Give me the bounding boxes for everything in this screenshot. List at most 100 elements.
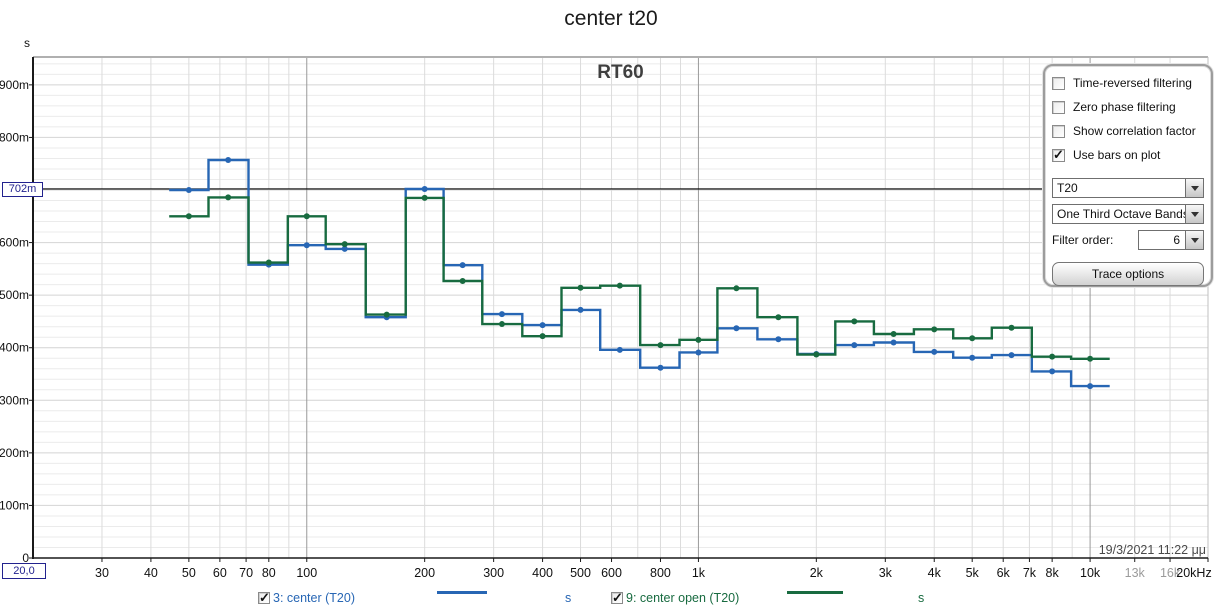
trace-center (169, 158, 1110, 388)
legend-trace-label: 9: center open (T20) (626, 591, 740, 605)
y-tick-label: 800m (0, 130, 29, 144)
trace-point (657, 364, 664, 371)
legend-checkbox-2[interactable]: ✓ (611, 590, 623, 606)
checkbox-box[interactable] (1052, 124, 1065, 138)
check-icon: ✓ (259, 590, 270, 605)
filter-order-row: Filter order: 6 (1052, 230, 1204, 250)
trace-point (577, 306, 584, 313)
x-tick-label: 500 (570, 566, 591, 580)
bands-dropdown[interactable]: One Third Octave Bands (1052, 204, 1204, 224)
trace-point (695, 349, 702, 356)
trace-point (851, 318, 858, 325)
x-tick-label: 60 (213, 566, 227, 580)
x-tick-label: 16k (1160, 566, 1181, 580)
checkbox-box[interactable]: ✓ (611, 590, 623, 605)
trace-point (851, 342, 858, 349)
trace-point (459, 262, 466, 269)
trace-point (657, 342, 664, 349)
trace-center-open (169, 196, 1110, 360)
x-tick-label: 20kHz (1176, 566, 1211, 580)
trace-point (498, 311, 505, 318)
trace-point (421, 185, 428, 192)
x-tick-label: 800 (650, 566, 671, 580)
trace-point (421, 194, 428, 201)
checkbox-label: Show correlation factor (1073, 124, 1196, 138)
trace-point (225, 157, 232, 164)
checkbox-box[interactable]: ✓ (1052, 146, 1065, 162)
trace-point (383, 311, 390, 318)
dropdown-button[interactable] (1185, 179, 1203, 197)
filter-order-label: Filter order: (1052, 233, 1114, 247)
y-tick-label: 100m (0, 498, 29, 512)
trace-point (931, 348, 938, 355)
chevron-down-icon (1190, 237, 1199, 243)
x-tick-label: 600 (601, 566, 622, 580)
checkbox-show-correlation-factor[interactable]: Show correlation factor (1052, 124, 1204, 138)
trace-point (931, 326, 938, 333)
trace-point (969, 354, 976, 361)
timestamp: 19/3/2021 11:22 μμ (1099, 543, 1206, 557)
plot-area[interactable] (33, 57, 1208, 558)
x-tick-label: 3k (879, 566, 893, 580)
rt60-quantity-value: T20 (1057, 181, 1078, 195)
checkbox-box[interactable] (1052, 100, 1065, 114)
checkbox-time-reversed-filtering[interactable]: Time-reversed filtering (1052, 76, 1204, 90)
checkbox-box[interactable]: ✓ (258, 590, 270, 605)
trace-options-button[interactable]: Trace options (1052, 262, 1204, 286)
trace-point (539, 333, 546, 340)
x-tick-label: 40 (144, 566, 158, 580)
y-tick-label: 200m (0, 446, 29, 460)
trace-point (775, 314, 782, 321)
trace-point (733, 285, 740, 292)
trace-point (1008, 352, 1015, 359)
x-tick-label: 7k (1023, 566, 1037, 580)
checkbox-use-bars-on-plot[interactable]: ✓ Use bars on plot (1052, 146, 1204, 162)
trace-point (813, 351, 820, 358)
checkbox-box[interactable] (1052, 76, 1065, 90)
trace-point (1049, 353, 1056, 360)
x-tick-label: 2k (810, 566, 824, 580)
x-tick-label: 200 (414, 566, 435, 580)
y-tick-label: 300m (0, 393, 29, 407)
dropdown-button[interactable] (1185, 231, 1203, 249)
filter-order-spinner[interactable]: 6 (1138, 230, 1204, 250)
trace-point (890, 331, 897, 338)
trace-point (539, 322, 546, 329)
trace-point (303, 213, 310, 220)
x-tick-label: 6k (997, 566, 1011, 580)
chevron-down-icon (1190, 185, 1199, 191)
checkbox-label: Time-reversed filtering (1073, 76, 1192, 90)
filter-order-value: 6 (1173, 233, 1180, 247)
y-axis-unit-label: s (24, 36, 30, 50)
legend-unit-label: s (918, 591, 925, 605)
x-tick-label: 5k (966, 566, 980, 580)
checkbox-label: Use bars on plot (1073, 148, 1161, 162)
plot-heading: RT60 (597, 62, 643, 83)
legend-unit-label: s (565, 591, 572, 605)
legend-checkbox-1[interactable]: ✓ (258, 590, 270, 606)
trace-point (616, 346, 623, 353)
y-tick-label: 600m (0, 236, 29, 250)
dropdown-button[interactable] (1185, 205, 1203, 223)
y-tick-label: 0 (22, 551, 29, 565)
trace-point (1087, 383, 1094, 390)
check-icon: ✓ (612, 590, 623, 605)
rt60-quantity-dropdown[interactable]: T20 (1052, 178, 1204, 198)
x-tick-label: 4k (928, 566, 942, 580)
trace-point (733, 325, 740, 332)
cursor-y-readout: 702m (2, 182, 43, 197)
chevron-down-icon (1190, 211, 1199, 217)
x-tick-label: 100 (296, 566, 317, 580)
trace-point (969, 335, 976, 342)
trace-point (459, 277, 466, 284)
checkbox-zero-phase-filtering[interactable]: Zero phase filtering (1052, 100, 1204, 114)
trace-point (890, 339, 897, 346)
trace-point (498, 321, 505, 328)
check-icon: ✓ (1053, 146, 1064, 162)
y-tick-label: 400m (0, 341, 29, 355)
trace-point (303, 242, 310, 249)
x-tick-label: 400 (532, 566, 553, 580)
trace-point (616, 282, 623, 289)
x-tick-label: 13k (1125, 566, 1146, 580)
